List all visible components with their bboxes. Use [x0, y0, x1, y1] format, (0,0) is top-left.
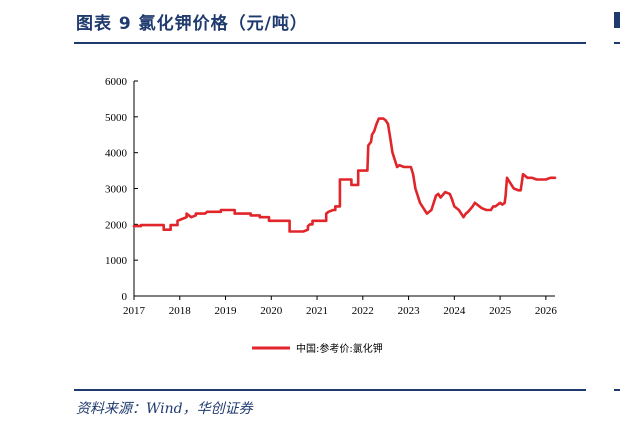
y-tick-label: 0: [122, 291, 128, 303]
figure-title: 图表 9 氯化钾价格（元/吨）: [76, 14, 308, 34]
legend-label: 中国:参考价:氯化钾: [296, 342, 383, 355]
y-tick-label: 5000: [105, 112, 128, 124]
legend: 中国:参考价:氯化钾: [252, 342, 383, 355]
x-tick-label: 2017: [123, 305, 146, 317]
x-tick-label: 2025: [489, 305, 512, 317]
x-tick-label: 2019: [215, 305, 238, 317]
x-tick-label: 2026: [535, 305, 558, 317]
adjacent-source-rule: [614, 389, 620, 391]
x-tick-label: 2022: [352, 305, 374, 317]
adjacent-title-rule: [614, 42, 620, 44]
x-axis: 2017 2018 2019 2020 2021 2022 2023 2024 2025 2026: [123, 295, 558, 317]
y-tick-label: 3000: [105, 184, 128, 196]
x-tick-label: 2021: [306, 305, 328, 317]
adjacent-panel-edge: [614, 12, 620, 28]
series-line: [132, 117, 557, 233]
y-tick-label: 2000: [105, 219, 128, 231]
x-tick-label: 2020: [260, 305, 283, 317]
source-note: 资料来源：Wind，华创证券: [76, 401, 253, 417]
title-rule: [74, 42, 586, 44]
y-axis: 0 1000 2000 3000 4000 5000 6000: [105, 76, 138, 303]
series-layer: [132, 117, 557, 233]
x-tick-label: 2018: [169, 305, 192, 317]
y-tick-label: 1000: [105, 255, 128, 267]
x-tick-label: 2024: [443, 305, 466, 317]
source-rule: [74, 389, 586, 391]
x-tick-label: 2023: [398, 305, 421, 317]
y-tick-label: 6000: [105, 76, 128, 88]
y-tick-label: 4000: [105, 148, 128, 160]
